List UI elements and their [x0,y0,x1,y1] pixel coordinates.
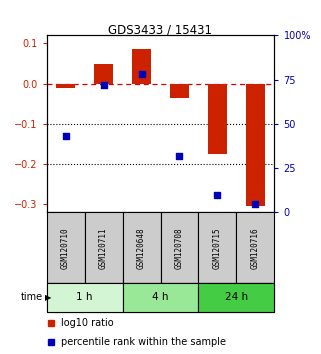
Bar [47,212,84,283]
Text: GSM120710: GSM120710 [61,227,70,269]
Point [177,153,182,159]
Text: GDS3433 / 15431: GDS3433 / 15431 [108,23,213,36]
Text: GSM120648: GSM120648 [137,227,146,269]
Text: GSM120708: GSM120708 [175,227,184,269]
Bar [160,212,198,283]
Text: ▶: ▶ [45,293,51,302]
Bar [94,64,113,84]
Bar [237,212,274,283]
Point [101,82,106,88]
Bar [198,212,237,283]
Point [139,72,144,77]
Text: 1 h: 1 h [76,292,93,302]
Bar [47,283,123,312]
Bar [170,84,189,98]
Text: GSM120711: GSM120711 [99,227,108,269]
Text: GSM120715: GSM120715 [213,227,222,269]
Text: time: time [21,292,43,302]
Text: 24 h: 24 h [225,292,248,302]
Bar [208,84,227,154]
Bar [56,84,75,88]
Bar [123,283,198,312]
Bar [84,212,123,283]
Bar [246,84,265,206]
Point [253,201,258,206]
Point [63,133,68,139]
Bar [198,283,274,312]
Text: GSM120716: GSM120716 [251,227,260,269]
Text: 4 h: 4 h [152,292,169,302]
Text: percentile rank within the sample: percentile rank within the sample [61,337,226,347]
Text: log10 ratio: log10 ratio [61,318,114,329]
Bar [132,50,151,84]
Point [215,192,220,198]
Bar [123,212,160,283]
